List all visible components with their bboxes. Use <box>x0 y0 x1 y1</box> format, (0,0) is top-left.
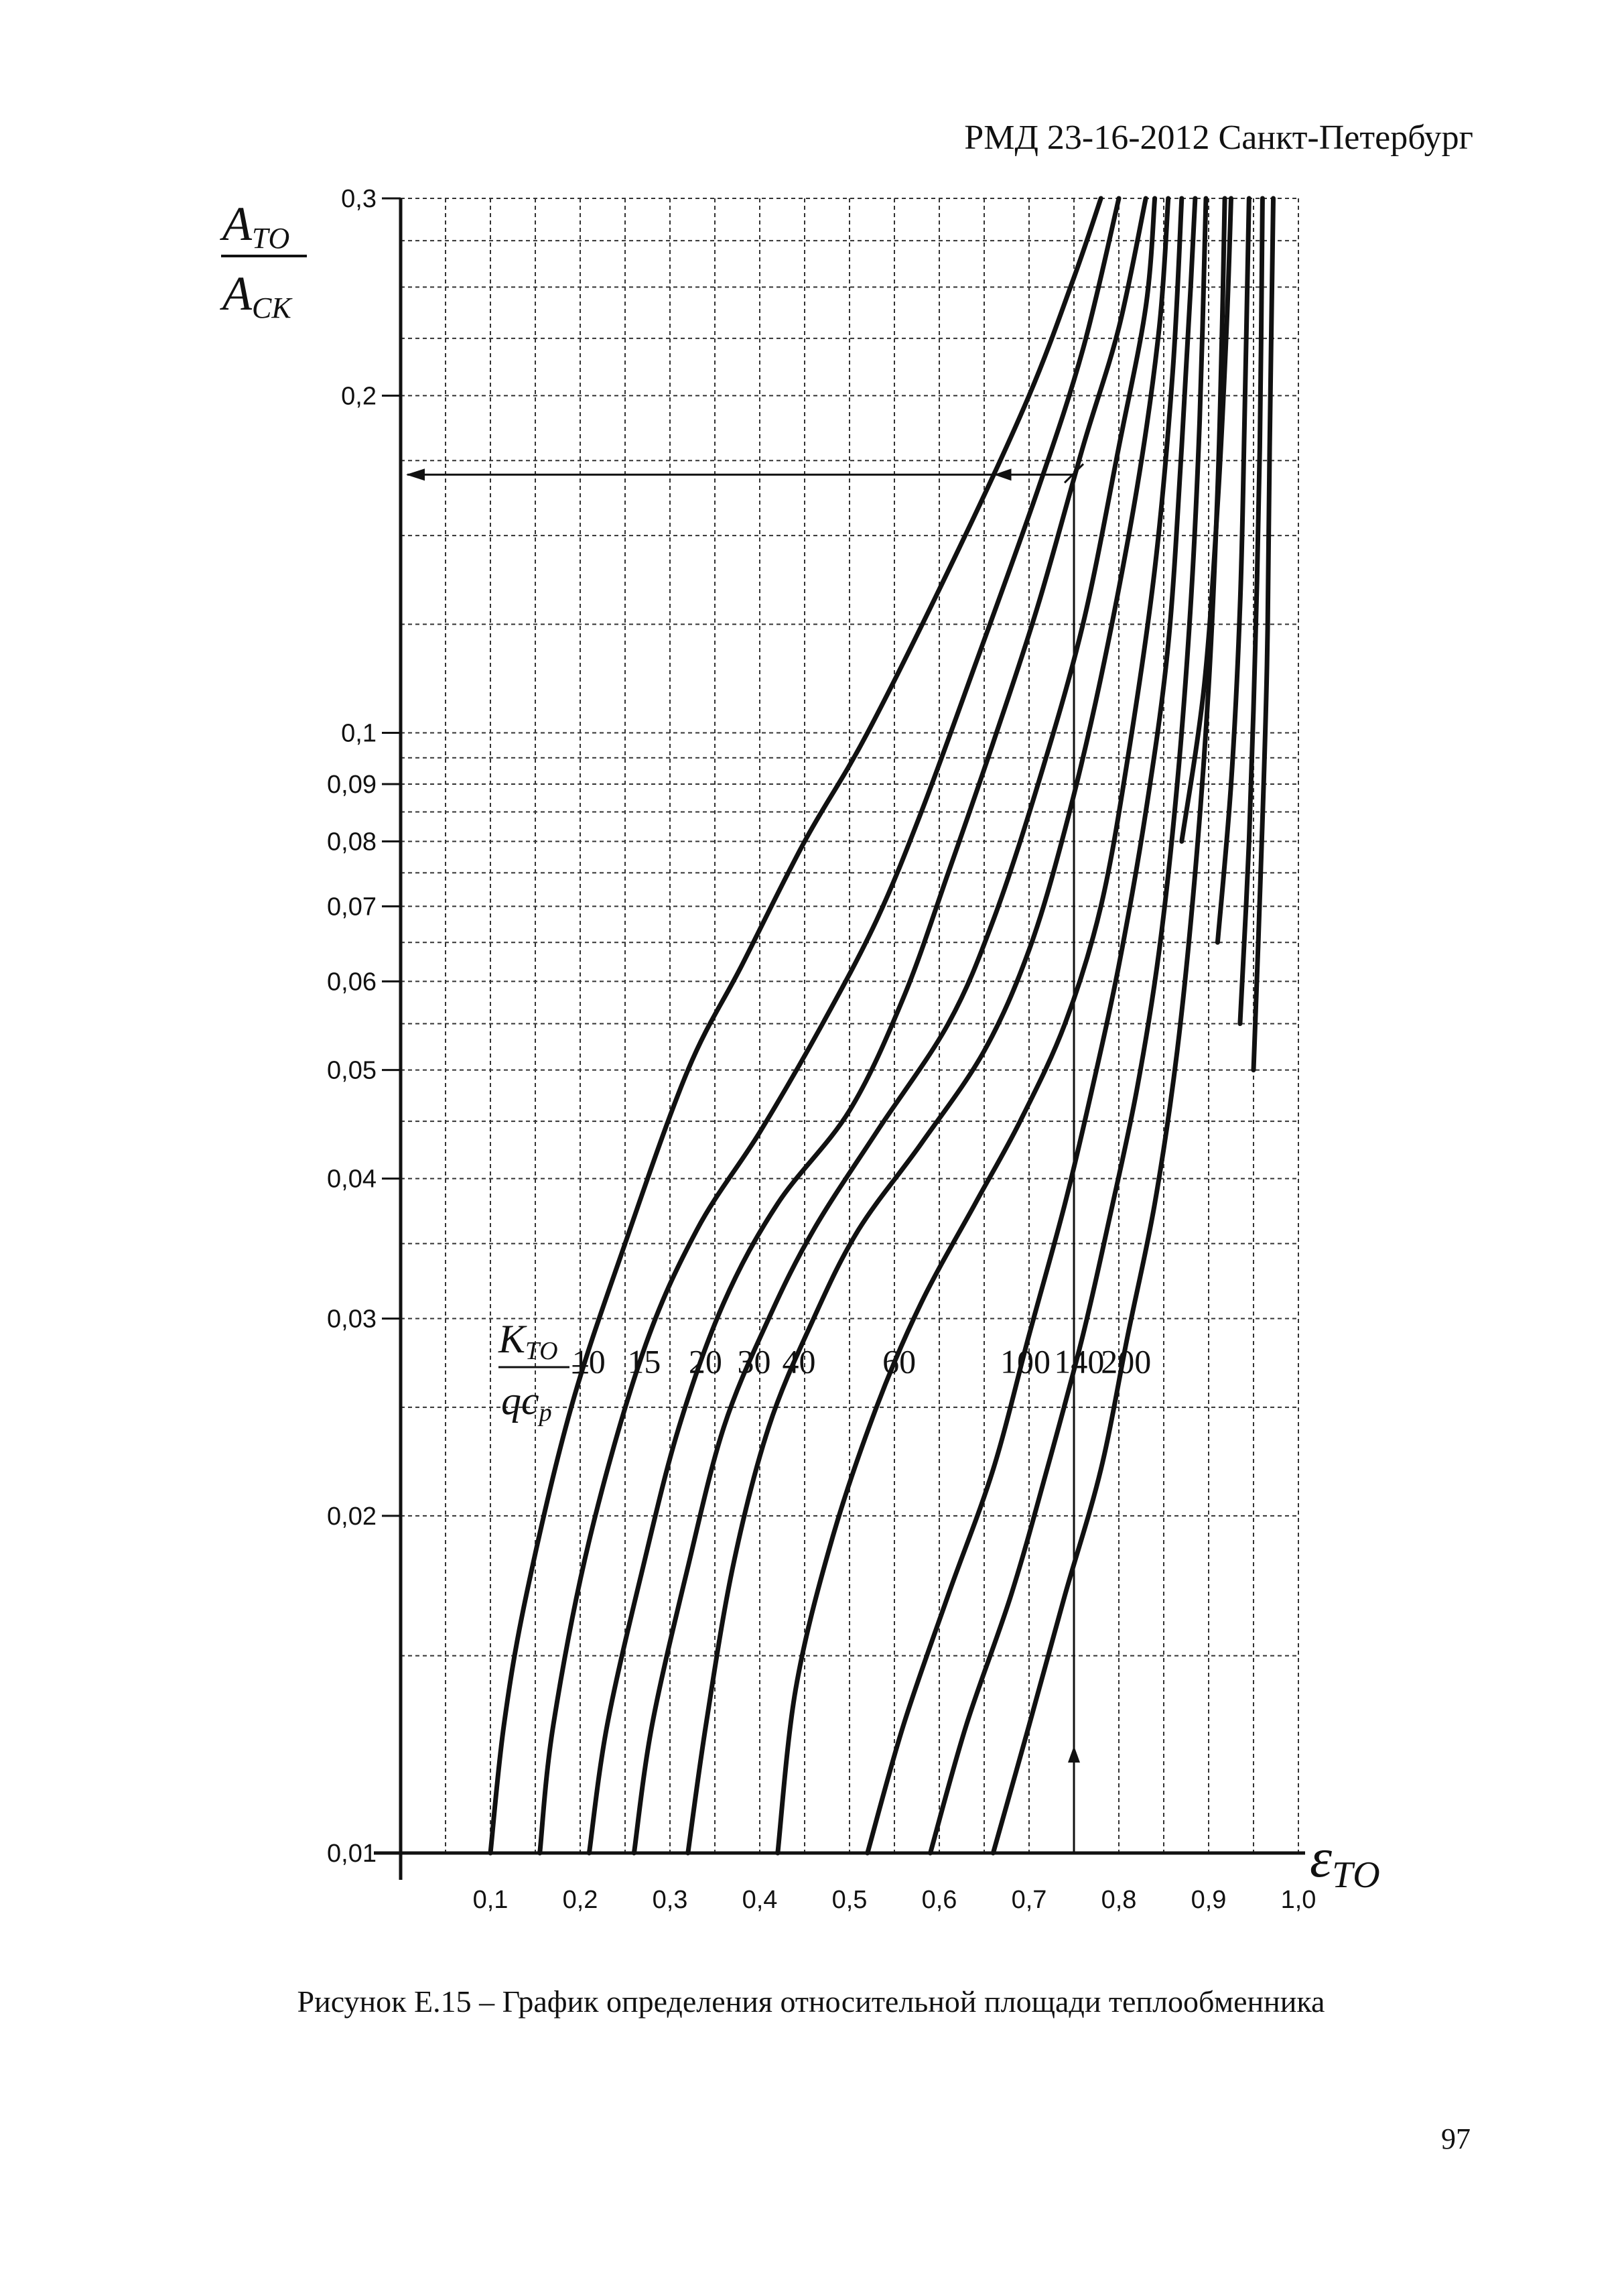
figure-caption: Рисунок Е.15 – График определения относи… <box>297 1984 1325 2019</box>
x-axis-label: εТО <box>1310 1827 1380 1896</box>
curve-label-40: 40 <box>782 1343 815 1381</box>
curve-label-140: 140 <box>1054 1343 1104 1381</box>
y-tick-label: 0,04 <box>327 1165 377 1194</box>
y-tick-label: 0,06 <box>327 968 377 996</box>
y-tick-label: 0,3 <box>341 185 377 213</box>
curve-20 <box>586 196 1148 1856</box>
curve-40 <box>685 196 1171 1856</box>
x-tick-label: 0,2 <box>563 1886 598 1914</box>
y-tick-label: 0,05 <box>327 1057 377 1085</box>
y-tick-label: 0,03 <box>327 1305 377 1333</box>
chart-curves <box>488 196 1276 1856</box>
curve-10 <box>488 196 1103 1856</box>
y-tick-label: 0,01 <box>327 1840 377 1868</box>
y-tick-labels: 0,01 0,02 0,03 0,04 0,05 0,06 0,07 0,08 0,09 0,1 0… <box>327 185 401 1868</box>
curve-unlabeled-11 <box>1237 196 1265 1026</box>
relative-area-chart: 0,1 0,2 0,3 0,4 0,5 0,6 0,7 0,8 0,9 1,0 0,010,020… <box>220 185 1380 1914</box>
y-tick-label: 0,08 <box>327 828 377 856</box>
y-axis-label: AТО AСК <box>220 197 307 324</box>
x-tick-label: 1,0 <box>1281 1886 1316 1914</box>
page-number: 97 <box>1441 2122 1471 2155</box>
curve-60 <box>775 196 1185 1856</box>
example-path <box>406 463 1085 1853</box>
y-tick-label: 0,02 <box>327 1503 377 1531</box>
chart-axes <box>374 198 1305 1880</box>
curve-15 <box>537 196 1122 1856</box>
x-tick-label: 0,7 <box>1012 1886 1047 1914</box>
y-tick-label: 0,09 <box>327 771 377 799</box>
parameter-equals: = <box>571 1350 590 1388</box>
x-tick-label: 0,1 <box>473 1886 509 1914</box>
curve-label-60: 60 <box>882 1343 916 1381</box>
x-tick-label: 0,9 <box>1191 1886 1227 1914</box>
x-tick-label: 0,4 <box>742 1886 778 1914</box>
x-tick-labels: 0,1 0,2 0,3 0,4 0,5 0,6 0,7 0,8 0,9 1,0 <box>473 1886 1316 1914</box>
x-tick-label: 0,5 <box>832 1886 868 1914</box>
curve-unlabeled-9 <box>1179 196 1233 844</box>
curve-unlabeled-12 <box>1251 196 1276 1073</box>
curve-label-20: 20 <box>689 1343 722 1381</box>
curve-140 <box>928 196 1209 1856</box>
document-header: РМД 23-16-2012 Санкт-Петербург <box>964 119 1473 157</box>
y-tick-label: 0,07 <box>327 893 377 921</box>
curve-200 <box>990 196 1227 1856</box>
example-left-arrowhead <box>406 468 425 481</box>
example-intersection-mark <box>1063 463 1085 484</box>
x-tick-label: 0,3 <box>653 1886 688 1914</box>
chart-grid <box>401 198 1299 1853</box>
parameter-denominator: qcp <box>501 1379 552 1427</box>
curve-30 <box>631 196 1158 1856</box>
y-label-denominator: AСК <box>220 267 293 324</box>
curve-unlabeled-10 <box>1215 196 1252 945</box>
y-tick-label: 0,2 <box>341 382 377 410</box>
parameter-label: KТО qcp = <box>498 1317 590 1427</box>
curve-label-10: 10 <box>572 1343 606 1381</box>
parameter-numerator: KТО <box>498 1317 558 1365</box>
curve-label-15: 15 <box>627 1343 661 1381</box>
curve-label-200: 200 <box>1101 1343 1151 1381</box>
curve-label-100: 100 <box>1000 1343 1051 1381</box>
curve-label-30: 30 <box>737 1343 770 1381</box>
example-mid-arrowhead <box>994 468 1012 481</box>
x-tick-label: 0,8 <box>1101 1886 1137 1914</box>
y-label-numerator: AТО <box>220 197 289 255</box>
y-tick-label: 0,1 <box>341 720 377 748</box>
x-tick-label: 0,6 <box>922 1886 957 1914</box>
curve-100 <box>865 196 1198 1856</box>
example-up-arrowhead <box>1068 1746 1080 1763</box>
